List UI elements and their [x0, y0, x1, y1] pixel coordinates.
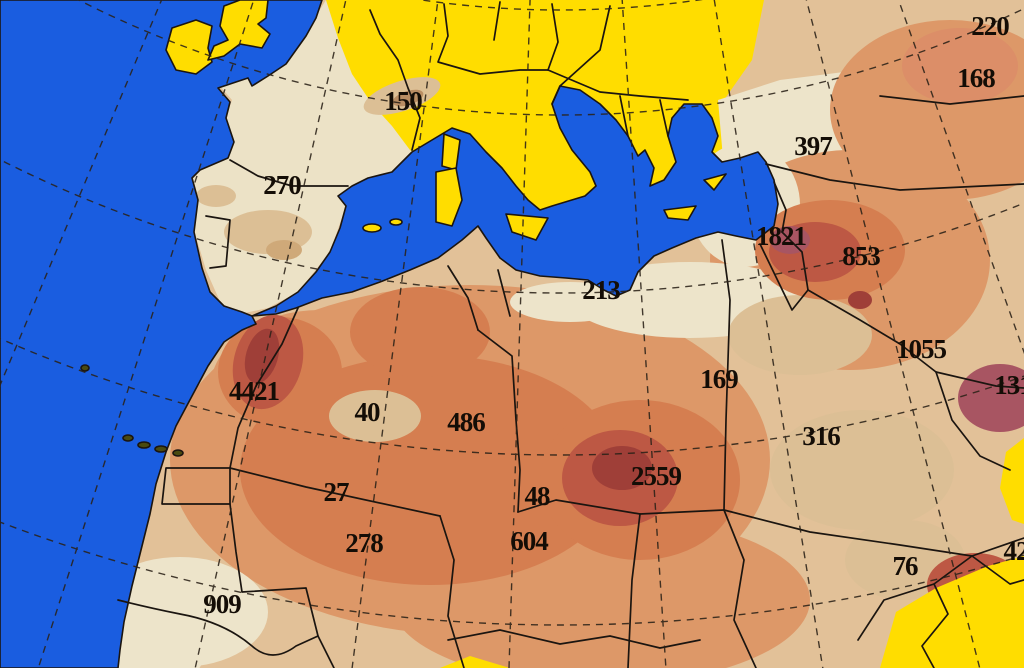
country-borders — [117, 1, 1024, 668]
island-canary-4 — [172, 449, 184, 457]
island-great-britain — [207, 0, 271, 61]
mediterranean-sea — [251, 85, 779, 317]
iberia-dust-patch-small — [196, 185, 236, 207]
vegetation-patches — [440, 438, 1024, 668]
island-madeira — [80, 364, 90, 372]
island-balearic-1 — [362, 223, 382, 233]
island-canary-2 — [137, 441, 151, 449]
island-crete — [663, 205, 697, 221]
iberia-dust-patch-dark — [266, 240, 302, 260]
island-balearic-2 — [389, 218, 403, 226]
atlantic-ocean — [0, 0, 323, 668]
island-canary-1 — [122, 434, 134, 442]
island-corsica — [441, 133, 461, 171]
island-sardinia — [435, 167, 463, 227]
island-cyprus — [703, 173, 727, 191]
landmass-europe-central — [326, 0, 764, 230]
island-canary-3 — [154, 445, 168, 453]
island-ireland — [165, 19, 213, 75]
islands — [80, 0, 727, 457]
dust-contour-layer — [78, 20, 1024, 668]
alps-ridge-core — [392, 89, 424, 107]
island-sicily — [505, 213, 549, 241]
